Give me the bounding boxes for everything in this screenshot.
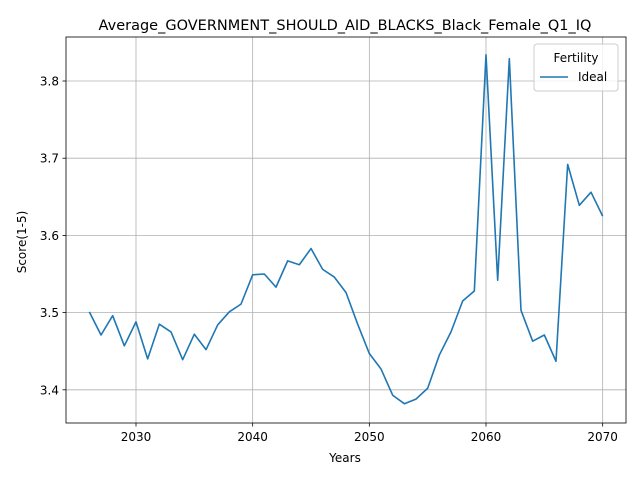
grid-lines bbox=[66, 37, 626, 423]
tick-labels: 2030 2040 2050 2060 2070 3.4 3.5 3.6 3.7 3.8 bbox=[40, 75, 618, 444]
y-tick-label: 3.4 bbox=[40, 383, 59, 397]
plot-frame bbox=[65, 36, 627, 424]
legend-box bbox=[533, 43, 619, 92]
x-tick-label: 2070 bbox=[587, 430, 618, 444]
axes bbox=[62, 36, 627, 427]
x-tick-label: 2030 bbox=[121, 430, 152, 444]
x-tick-label: 2040 bbox=[237, 430, 268, 444]
x-axis-label: Years bbox=[328, 451, 361, 465]
legend-label-ideal: Ideal bbox=[578, 70, 607, 84]
x-tick-label: 2050 bbox=[354, 430, 385, 444]
y-tick-label: 3.8 bbox=[40, 75, 59, 89]
series-line-ideal bbox=[88, 53, 604, 405]
y-tick-label: 3.6 bbox=[40, 229, 59, 243]
legend: Fertility Ideal bbox=[533, 43, 619, 92]
chart-title: Average_GOVERNMENT_SHOULD_AID_BLACKS_Bla… bbox=[99, 18, 592, 34]
y-axis-label: Score(1-5) bbox=[15, 211, 29, 274]
x-tick-label: 2060 bbox=[471, 430, 502, 444]
y-tick-label: 3.5 bbox=[40, 306, 59, 320]
y-tick-label: 3.7 bbox=[40, 152, 59, 166]
legend-title: Fertility bbox=[553, 51, 598, 65]
series-lines bbox=[88, 53, 604, 405]
